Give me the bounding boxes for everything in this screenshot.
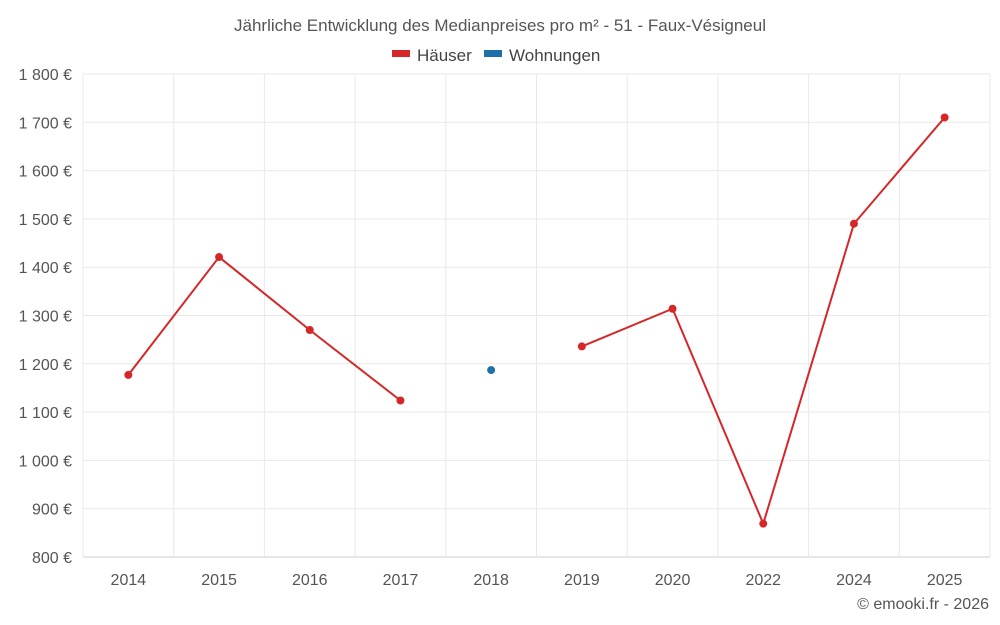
- data-point-haeuser[interactable]: [215, 253, 224, 262]
- data-point-haeuser[interactable]: [668, 304, 677, 313]
- credit-text: © emooki.fr - 2026: [857, 596, 989, 613]
- y-tick-label: 1 300 €: [19, 309, 72, 326]
- line-segment-haeuser: [580, 307, 674, 348]
- data-point-haeuser[interactable]: [577, 342, 586, 351]
- y-tick-label: 1 200 €: [19, 357, 72, 374]
- data-point-haeuser[interactable]: [396, 396, 405, 405]
- legend-swatch-wohnungen: [484, 50, 502, 57]
- data-point-haeuser[interactable]: [759, 519, 768, 528]
- x-tick-label: 2017: [383, 572, 419, 589]
- legend-label-haeuser: Häuser: [417, 46, 472, 65]
- legend-item-wohnungen[interactable]: Wohnungen: [484, 46, 600, 65]
- x-tick-label: 2024: [836, 572, 872, 589]
- data-point-haeuser[interactable]: [849, 219, 858, 228]
- legend-swatch-haeuser: [392, 50, 410, 57]
- y-tick-label: 1 700 €: [19, 115, 72, 132]
- x-tick-label: 2020: [655, 572, 691, 589]
- legend-label-wohnungen: Wohnungen: [509, 46, 600, 65]
- x-tick-label: 2016: [292, 572, 328, 589]
- data-point-haeuser[interactable]: [124, 370, 133, 379]
- data-point-haeuser[interactable]: [940, 113, 949, 122]
- x-tick-label: 2014: [111, 572, 147, 589]
- x-tick-label: 2025: [927, 572, 963, 589]
- line-segment-haeuser: [308, 328, 402, 402]
- y-axis-ticks: 800 € 900 € 1 000 € 1 100 € 1 200 € 1 300 € 1 …: [19, 67, 72, 567]
- y-tick-label: 1 600 €: [19, 164, 72, 181]
- y-tick-label: 900 €: [32, 502, 72, 519]
- legend-item-haeuser[interactable]: Häuser: [392, 46, 472, 65]
- y-tick-label: 1 100 €: [19, 405, 72, 422]
- x-tick-label: 2019: [564, 572, 600, 589]
- series-points: [124, 113, 949, 528]
- line-segment-haeuser: [762, 222, 855, 525]
- data-point-haeuser[interactable]: [305, 325, 314, 334]
- data-point-wohnungen[interactable]: [487, 366, 496, 375]
- x-tick-label: 2022: [745, 572, 781, 589]
- legend: Häuser Wohnungen: [392, 46, 600, 65]
- y-tick-label: 1 500 €: [19, 212, 72, 229]
- y-tick-label: 800 €: [32, 550, 72, 567]
- x-axis-ticks: 2014 2015 2016 2017 2018 2019 2020 2022 2024 2025: [111, 572, 963, 589]
- line-segment-haeuser: [218, 256, 311, 331]
- line-segment-haeuser: [127, 256, 221, 376]
- y-tick-label: 1 400 €: [19, 260, 72, 277]
- line-segment-haeuser: [852, 116, 946, 225]
- line-segment-haeuser: [671, 307, 765, 525]
- x-tick-label: 2015: [201, 572, 237, 589]
- y-tick-label: 1 000 €: [19, 453, 72, 470]
- series-lines: [127, 116, 946, 525]
- chart-title: Jährliche Entwicklung des Medianpreises …: [234, 16, 766, 35]
- y-tick-label: 1 800 €: [19, 67, 72, 84]
- x-tick-label: 2018: [473, 572, 509, 589]
